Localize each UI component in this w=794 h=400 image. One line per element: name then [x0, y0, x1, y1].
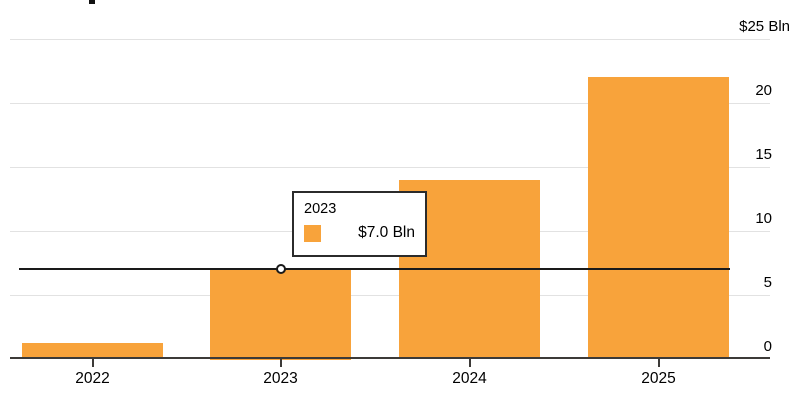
x-tick-2024: [468, 359, 471, 367]
gridline-5: [10, 294, 770, 296]
y-tick-label-20: 20: [755, 81, 772, 99]
x-tick-label-2023: 2023: [263, 370, 298, 387]
y-tick-label-0: 0: [763, 337, 772, 355]
tooltip-title: 2023: [304, 201, 337, 217]
x-tick-2022: [91, 359, 94, 367]
tooltip: 2023 $7.0 Bln: [292, 191, 427, 257]
y-tick-label-10: 10: [755, 209, 772, 227]
x-tick-label-2024: 2024: [452, 370, 487, 387]
hover-value-line: [19, 268, 730, 270]
x-axis-line: [10, 357, 770, 359]
x-tick-2023: [279, 359, 282, 367]
hover-point-marker: [275, 264, 286, 274]
tooltip-series-swatch: [304, 224, 321, 242]
cropped-text-fragment: [89, 0, 95, 4]
gridline-25: [10, 39, 770, 40]
x-tick-label-2025: 2025: [641, 370, 676, 387]
tooltip-value: $7.0 Bln: [358, 224, 415, 241]
gridline-20: [10, 102, 770, 104]
y-tick-label-5: 5: [763, 273, 772, 291]
x-tick-2025: [657, 359, 660, 367]
tooltip-row: $7.0 Bln: [304, 224, 415, 242]
bar-2022[interactable]: [22, 343, 163, 360]
gridline-15: [10, 166, 770, 168]
x-tick-label-2022: 2022: [75, 370, 110, 387]
y-tick-label-25: $25 Bln: [739, 18, 790, 35]
y-tick-label-15: 15: [755, 145, 772, 163]
bar-2023[interactable]: [210, 269, 351, 360]
bar-2025[interactable]: [588, 77, 729, 360]
